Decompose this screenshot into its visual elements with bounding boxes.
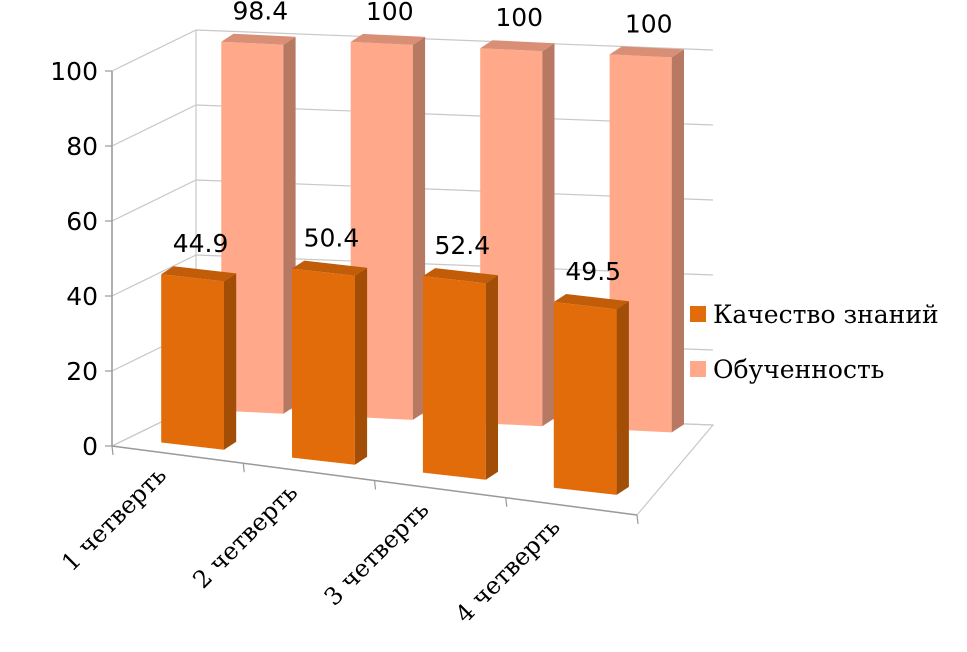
legend-item-kachestvo: Качество знаний (690, 299, 939, 329)
bar-kachestvo (161, 266, 237, 450)
bar-kachestvo-side (616, 301, 629, 495)
bar-obuchennost-top (480, 40, 555, 52)
legend-item-obuchennost: Обученность (690, 354, 939, 384)
bar-obuchennost-top (221, 33, 296, 45)
x-tick-mark (636, 514, 639, 525)
data-label: 52.4 (435, 231, 491, 260)
bar-obuchennost-side (412, 36, 426, 420)
data-label: 100 (625, 9, 673, 38)
x-tick-label: 3 четверть (319, 496, 435, 612)
bar-kachestvo (553, 294, 629, 495)
bar-kachestvo (422, 268, 498, 480)
x-tick-mark (505, 497, 508, 507)
x-tick-mark (242, 463, 245, 473)
legend-swatch-kachestvo (690, 306, 706, 322)
bar-kachestvo-front (161, 274, 224, 450)
x-tick-mark (373, 480, 377, 490)
bar-kachestvo-top (161, 266, 237, 282)
data-label: 44.9 (173, 229, 229, 258)
axes (105, 70, 639, 525)
y-tick-label: 60 (66, 207, 98, 236)
bar-kachestvo-top (422, 268, 498, 284)
data-label: 100 (495, 3, 543, 32)
bar-kachestvo-side (354, 267, 368, 465)
y-tick-label: 80 (66, 132, 98, 161)
bar-kachestvo-side (485, 275, 498, 480)
bar-kachestvo (292, 260, 368, 465)
x-tick-label: 4 четверть (450, 513, 566, 629)
bar-kachestvo-side (224, 273, 237, 450)
x-tick-mark (111, 445, 114, 456)
data-labels: 98.4 100 100 100 44.9 50.4 52.4 49.5 (173, 0, 673, 286)
data-label: 98.4 (232, 0, 288, 26)
bar-obuchennost-side (671, 49, 684, 433)
bar-obuchennost-side (542, 43, 555, 427)
legend: Качество знаний Обученность (690, 300, 939, 410)
legend-label-obuchennost: Обученность (713, 354, 885, 384)
y-tick-label: 20 (66, 357, 98, 386)
bar-obuchennost-top (350, 33, 426, 45)
x-tick-labels: 1 четверть 2 четверть 3 четверть 4 четверть (56, 461, 565, 628)
legend-label-kachestvo: Качество знаний (713, 299, 939, 329)
bar-kachestvo-top (292, 260, 368, 276)
x-tick-label: 2 четверть (187, 478, 303, 594)
bar-kachestvo-top (553, 294, 629, 310)
legend-swatch-obuchennost (690, 361, 706, 377)
y-tick-label: 100 (50, 57, 98, 86)
y-tick-label: 40 (66, 282, 98, 311)
y-tick-labels: 0 20 40 60 80 100 (50, 57, 98, 461)
data-label: 50.4 (304, 224, 360, 253)
bar-kachestvo-front (422, 276, 486, 480)
y-tick-label: 0 (82, 432, 98, 461)
bar-kachestvo-front (553, 302, 617, 495)
data-label: 100 (366, 0, 414, 26)
series-kachestvo-bars (161, 260, 629, 495)
x-tick-label: 1 четверть (56, 461, 172, 577)
bar-obuchennost-top (609, 46, 684, 58)
data-label: 49.5 (565, 257, 621, 286)
bar-kachestvo-front (292, 268, 355, 465)
bar-obuchennost-front (221, 41, 284, 414)
